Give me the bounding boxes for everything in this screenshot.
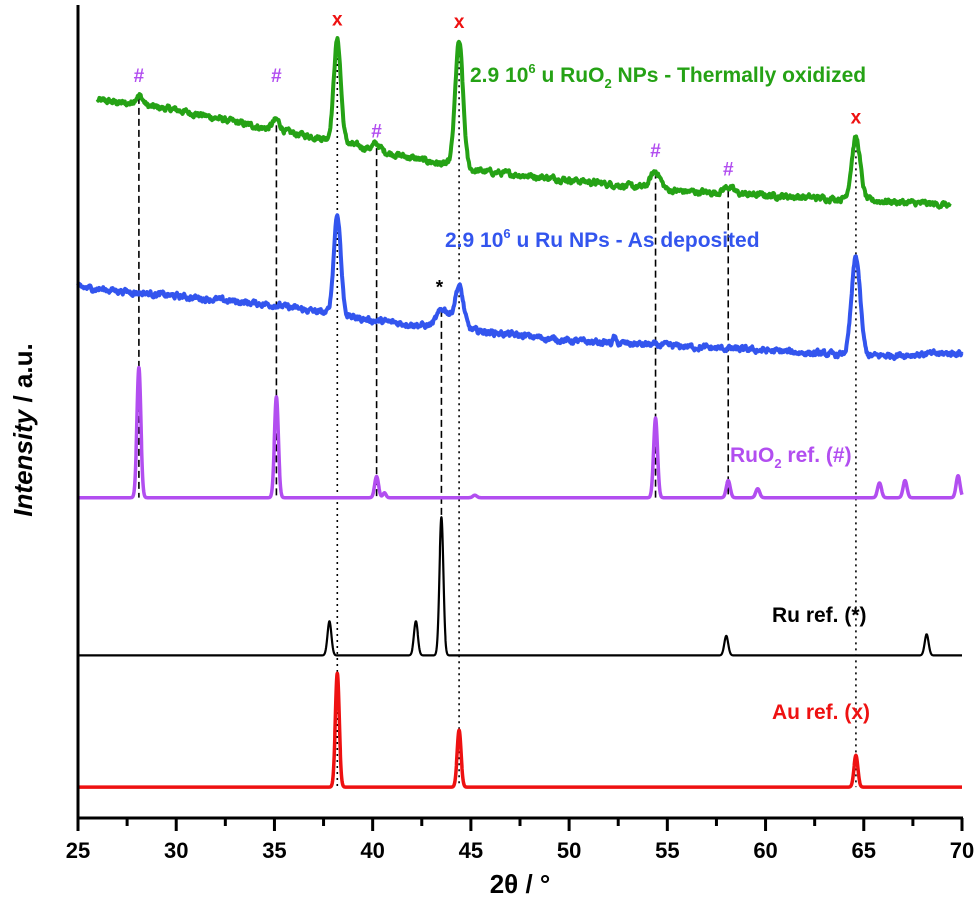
series-label: 2.9 106 u Ru NPs - As deposited (445, 226, 760, 252)
x-tick-label: 30 (164, 838, 188, 863)
x-tick-label: 55 (655, 838, 679, 863)
peak-marker: x (851, 108, 862, 129)
x-ticks: 25 30 35 40 45 50 55 60 65 70 (66, 818, 974, 863)
series-line-ruo2-ref (76, 365, 964, 500)
x-tick-label: 35 (262, 838, 286, 863)
series-label-pre: Au ref. (x) (772, 701, 870, 724)
series-labels: 2.9 106 u RuO2 NPs - Thermally oxidized2… (445, 61, 870, 724)
series-line-2-9-10-6-u-ruo2-nps-thermally-oxidized (95, 36, 952, 210)
series-label: RuO2 ref. (#) (730, 444, 852, 471)
series-group (76, 36, 964, 789)
series-label: Ru ref. (*) (772, 604, 867, 627)
series-label-sub: 2 (774, 456, 781, 471)
series-line-au-ref-x (76, 671, 964, 789)
series-label-pre: 2.9 10 (470, 64, 528, 87)
x-tick-label: 25 (66, 838, 90, 863)
series-label-pre: 2.9 10 (445, 229, 503, 252)
series-line-2-9-10-6-u-ru-nps-as-deposited (76, 213, 964, 361)
series-label-post: ref. (#) (782, 444, 852, 467)
peak-markers: # # # # # x x x * (134, 9, 862, 298)
peak-marker: # (371, 122, 382, 143)
reference-lines (138, 39, 857, 788)
series-label-mid: u RuO (536, 64, 605, 87)
x-tick-label: 65 (852, 838, 876, 863)
peak-marker: # (650, 141, 661, 162)
x-axis-title: 2θ / ° (490, 869, 551, 899)
x-tick-label: 50 (557, 838, 581, 863)
series-label-post: NPs - Thermally oxidized (612, 64, 866, 87)
series-label-mid: u Ru NPs - As deposited (511, 229, 760, 252)
series-label-pre: RuO (730, 444, 774, 467)
peak-marker: x (454, 12, 465, 33)
peak-marker: x (332, 9, 343, 30)
peak-marker: # (723, 160, 734, 181)
series-label: 2.9 106 u RuO2 NPs - Thermally oxidized (470, 61, 866, 91)
series-label: Au ref. (x) (772, 701, 870, 724)
x-tick-label: 40 (360, 838, 384, 863)
series-label-sup: 6 (528, 61, 535, 76)
peak-marker: * (436, 278, 444, 299)
x-tick-label: 45 (459, 838, 483, 863)
series-label-sub: 2 (604, 76, 611, 91)
peak-marker: # (134, 66, 145, 87)
y-axis-title: Intensity / a.u. (8, 343, 38, 516)
series-line-ru-ref (77, 516, 963, 657)
axes: 25 30 35 40 45 50 55 60 65 70 (66, 5, 974, 863)
series-label-sup: 6 (503, 226, 510, 241)
x-tick-label: 60 (753, 838, 777, 863)
series-label-pre: Ru ref. (*) (772, 604, 867, 627)
peak-marker: # (271, 66, 282, 87)
x-tick-label: 70 (950, 838, 974, 863)
